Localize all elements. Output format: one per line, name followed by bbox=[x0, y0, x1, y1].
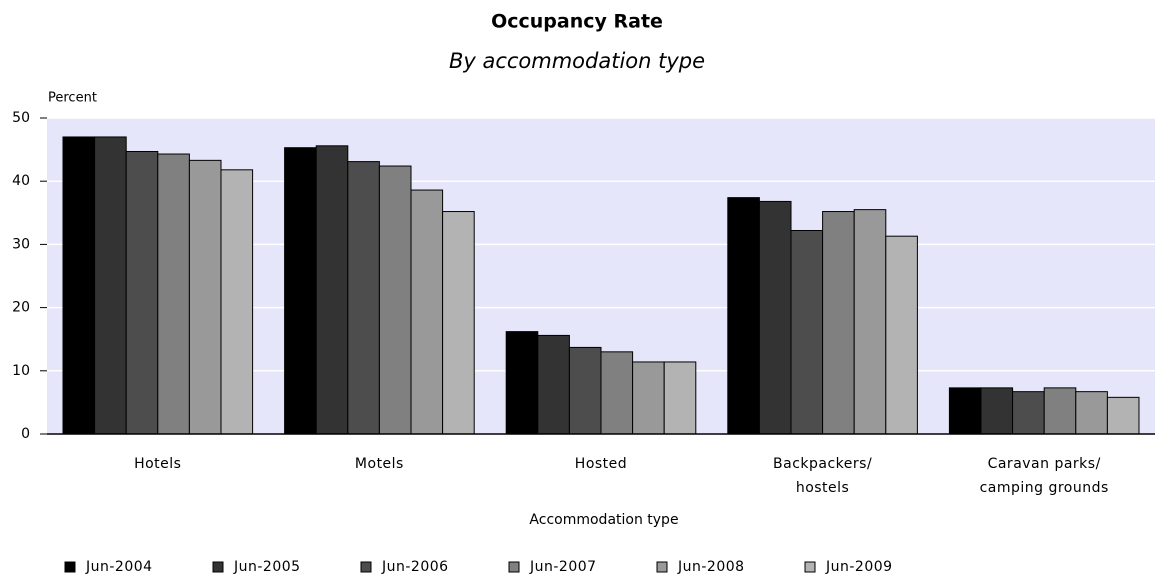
legend-swatch bbox=[360, 561, 372, 573]
chart-subtitle: By accommodation type bbox=[449, 49, 705, 73]
legend-swatch bbox=[804, 561, 816, 573]
legend-label: Jun-2005 bbox=[233, 559, 301, 575]
bar bbox=[822, 211, 855, 435]
bar bbox=[125, 150, 159, 435]
legend-swatch bbox=[656, 561, 668, 573]
bar bbox=[1012, 391, 1045, 435]
bar bbox=[410, 189, 444, 435]
bar bbox=[94, 136, 127, 435]
bar bbox=[1075, 391, 1108, 435]
bar bbox=[885, 235, 918, 435]
legend-label: Jun-2009 bbox=[825, 559, 893, 575]
x-tick-label: Motels bbox=[354, 456, 404, 472]
y-tick-label: 50 bbox=[12, 110, 30, 126]
legend-swatch bbox=[212, 561, 224, 573]
bar bbox=[1106, 396, 1140, 435]
bar bbox=[632, 361, 665, 435]
bar bbox=[980, 387, 1014, 435]
bar bbox=[727, 197, 760, 435]
y-tick-label: 0 bbox=[21, 426, 30, 442]
legend-label: Jun-2004 bbox=[85, 559, 153, 575]
bar bbox=[1043, 387, 1077, 435]
x-tick-label: Caravan parks/ camping grounds bbox=[979, 456, 1109, 496]
legend-swatch bbox=[508, 561, 520, 573]
bar bbox=[220, 169, 254, 435]
bar bbox=[758, 200, 792, 435]
bar bbox=[505, 331, 539, 435]
y-tick-label: 30 bbox=[12, 236, 30, 252]
bar bbox=[442, 211, 475, 435]
bar bbox=[600, 351, 634, 435]
bar bbox=[188, 159, 222, 435]
legend-label: Jun-2006 bbox=[381, 559, 449, 575]
bar bbox=[790, 229, 824, 435]
legend-label: Jun-2008 bbox=[677, 559, 745, 575]
x-tick-label: Backpackers/ hostels bbox=[773, 456, 873, 496]
bar bbox=[378, 165, 412, 435]
x-tick-label: Hotels bbox=[134, 456, 182, 472]
bar bbox=[663, 361, 697, 435]
bar bbox=[537, 334, 570, 435]
bar bbox=[284, 147, 317, 435]
x-tick-label: Hosted bbox=[574, 456, 628, 472]
bar bbox=[853, 209, 887, 435]
chart-title: Occupancy Rate bbox=[491, 11, 663, 33]
y-axis-label: Percent bbox=[48, 91, 97, 106]
y-tick-label: 10 bbox=[12, 363, 30, 379]
legend-label: Jun-2007 bbox=[529, 559, 597, 575]
bar bbox=[157, 153, 190, 435]
legend-swatch bbox=[64, 561, 76, 573]
bar bbox=[948, 387, 982, 435]
bar bbox=[347, 161, 380, 435]
bar bbox=[568, 346, 602, 435]
y-tick-label: 20 bbox=[12, 300, 30, 316]
bar bbox=[62, 136, 96, 435]
y-tick-label: 40 bbox=[12, 173, 30, 189]
x-axis-label: Accommodation type bbox=[529, 512, 678, 528]
bar bbox=[315, 145, 349, 435]
